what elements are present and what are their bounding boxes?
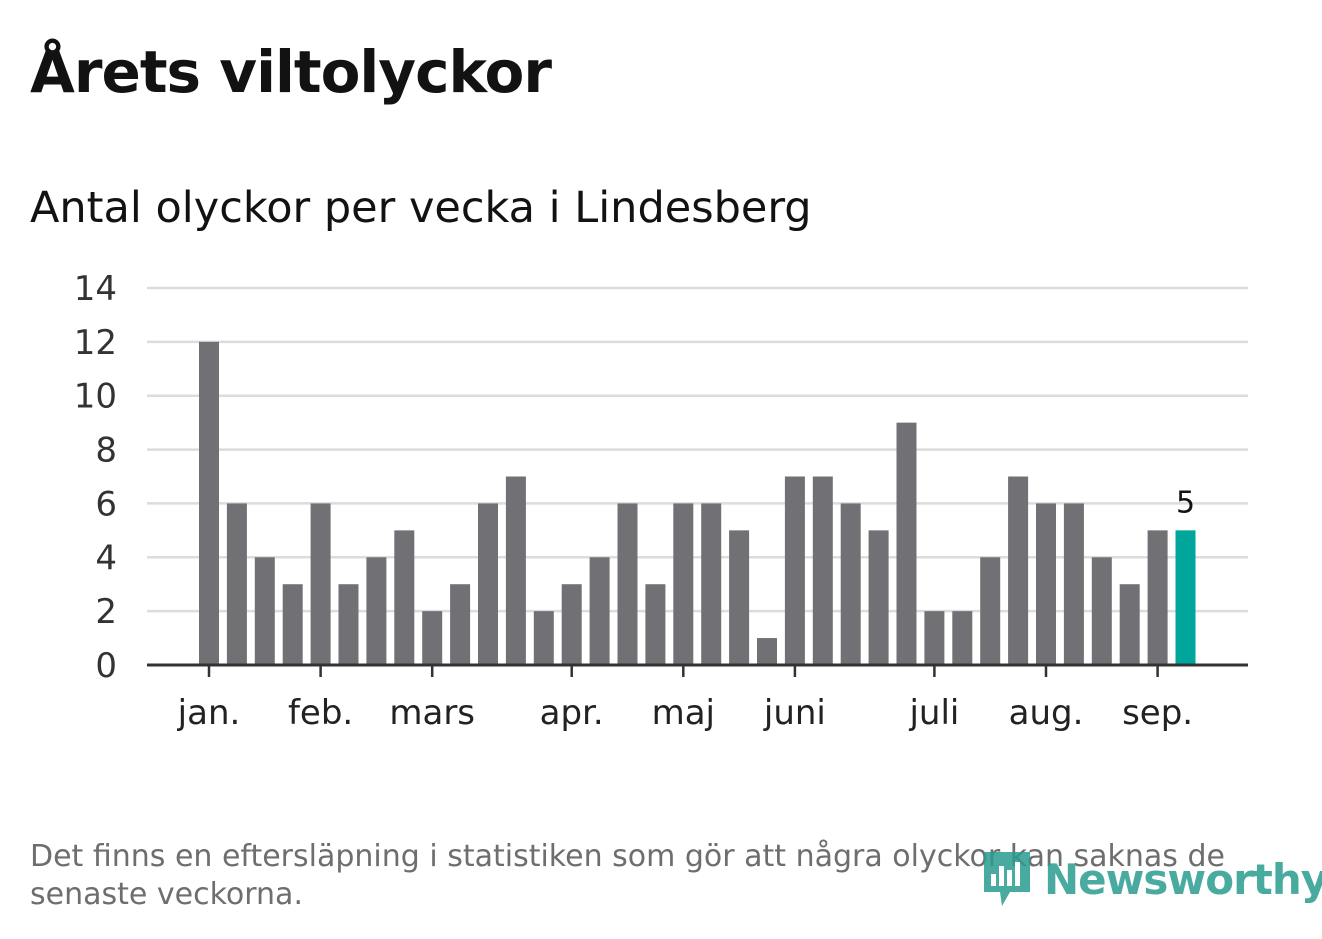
bar [450, 584, 471, 665]
bar [840, 503, 861, 665]
bar [422, 611, 443, 665]
x-tick-label: jan. [177, 693, 241, 733]
bar [617, 503, 638, 665]
x-tick-label: mars [389, 693, 475, 733]
bar [1063, 503, 1084, 665]
y-tick-label: 14 [74, 269, 117, 309]
x-tick-label: juni [763, 693, 826, 733]
x-tick-label: juli [908, 693, 959, 733]
x-tick-label: maj [652, 693, 715, 733]
bar [310, 503, 331, 665]
x-tick-label: apr. [540, 693, 604, 733]
x-tick-label: sep. [1122, 693, 1193, 733]
data-label: 5 [1176, 485, 1195, 520]
bar [226, 503, 247, 665]
bar [784, 476, 805, 665]
bar [1008, 476, 1029, 665]
bar-chart-speech-bubble-icon [984, 852, 1030, 906]
bar [868, 530, 889, 665]
bar [505, 476, 526, 665]
bar [980, 557, 1001, 665]
bar [757, 638, 777, 665]
bar [338, 584, 359, 665]
bar [561, 584, 582, 665]
highlight-bar [1175, 530, 1196, 665]
y-tick-label: 0 [95, 646, 117, 686]
bar [1119, 584, 1140, 665]
bar [282, 584, 303, 665]
y-tick-label: 10 [74, 377, 117, 417]
bar [896, 422, 917, 665]
bar [254, 557, 275, 665]
bar [952, 611, 973, 665]
y-tick-label: 12 [74, 323, 117, 363]
bar [924, 611, 945, 665]
bar [533, 611, 554, 665]
chart-subtitle: Antal olyckor per vecka i Lindesberg [30, 183, 812, 233]
bar [812, 476, 833, 665]
bar [1091, 557, 1112, 665]
bar [478, 503, 498, 665]
bar [645, 584, 666, 665]
brand-name: Newsworthy [1044, 854, 1322, 904]
x-tick-label: feb. [288, 693, 353, 733]
y-tick-label: 8 [95, 431, 117, 471]
bar [701, 503, 722, 665]
newsworthy-logo: Newsworthy [980, 848, 1322, 910]
bar [589, 557, 610, 665]
bar [394, 530, 415, 665]
x-tick-label: aug. [1009, 693, 1084, 733]
bar [1036, 503, 1056, 665]
chart-title: Årets viltolyckor [30, 38, 552, 106]
y-tick-label: 2 [95, 592, 117, 632]
bar [673, 503, 694, 665]
bar [366, 557, 387, 665]
y-tick-label: 6 [95, 484, 117, 524]
bar [1147, 530, 1168, 665]
bar [199, 341, 219, 665]
bar-chart: 0 2 4 6 8 10 12 14 5 jan. feb. mars apr. maj juni juli a… [74, 269, 1248, 733]
y-tick-label: 4 [95, 538, 117, 578]
bar [729, 530, 750, 665]
